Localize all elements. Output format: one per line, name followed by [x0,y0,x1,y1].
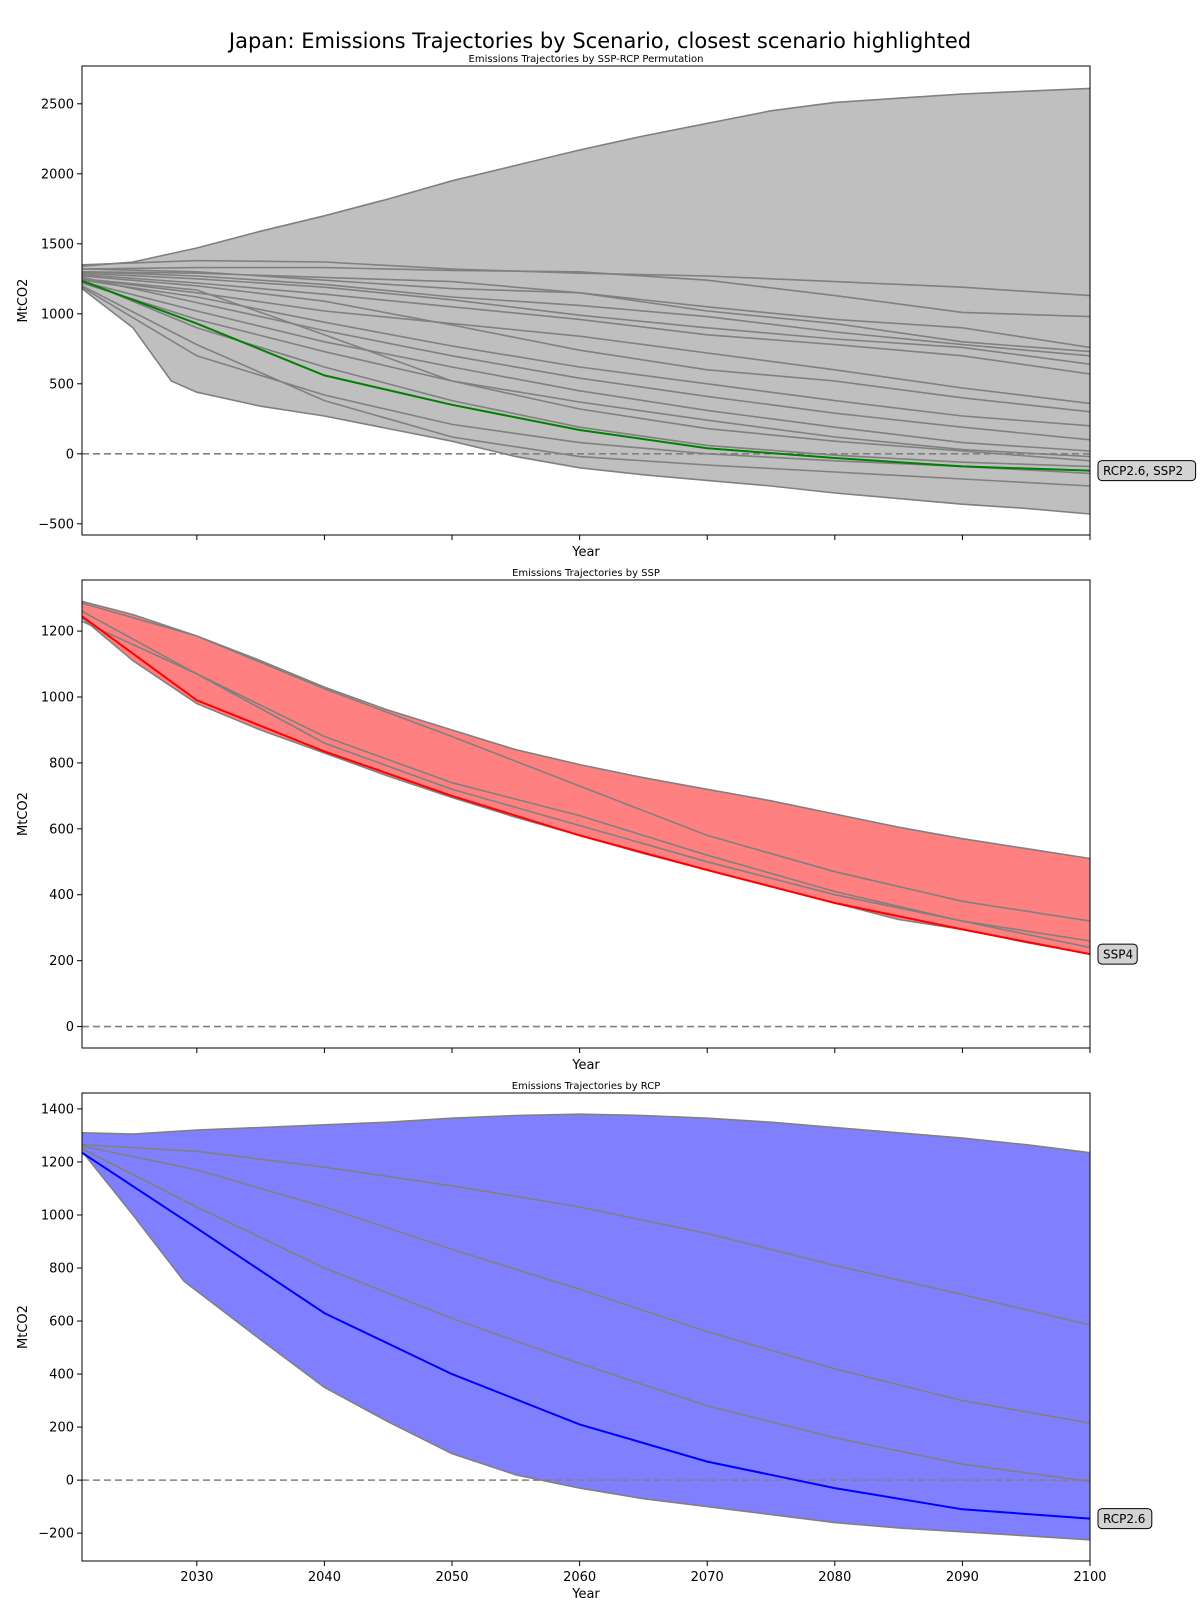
ssp-x-axis-label: Year [571,1058,600,1073]
ssp-rcp-panel-title: Emissions Trajectories by SSP-RCP Permut… [469,54,704,65]
rcp-y-tick-label-1: 0 [66,1474,74,1489]
ssp-rcp-series-line-10 [82,276,1090,441]
rcp-y-tick-label-4: 600 [49,1315,74,1330]
ssp-rcp-y-tick-label-4: 1500 [41,237,74,252]
panel-rcp: −200 0 200 400 600 800 1000 1200 1400 2030 2040 205… [16,1081,1153,1600]
rcp-callout-box [1097,1508,1153,1530]
rcp-y-tick-label-2: 200 [49,1421,74,1436]
rcp-plot-area [82,1113,1090,1541]
ssp-rcp-series-line-16 [82,285,1090,487]
ssp-rcp-highlight-line [82,279,1090,472]
rcp-envelope-fill [82,1114,1090,1540]
rcp-axes-frame [81,1092,1091,1562]
ssp-rcp-callout-box [1097,460,1197,482]
ssp-rcp-series-line-11 [82,280,1090,452]
rcp-highlight-line [82,1151,1090,1520]
rcp-y-tick-label-5: 800 [49,1262,74,1277]
ssp-y-tick-label-0: 0 [66,1020,74,1035]
ssp-series-line-1 [82,610,1090,942]
ssp-plot-area [82,600,1090,1028]
ssp-rcp-y-tick-label-2: 500 [49,377,74,392]
ssp-rcp-series-line-13 [82,282,1090,458]
rcp-x-tick-label-7: 2100 [1073,1570,1106,1585]
ssp-rcp-series-line-3 [82,268,1090,353]
rcp-series-line-1 [82,1145,1090,1424]
rcp-series-line-0 [82,1143,1090,1326]
ssp-rcp-plot-area [82,87,1090,515]
ssp-panel-title: Emissions Trajectories by SSP [512,568,660,579]
ssp-rcp-series-line-7 [82,278,1090,405]
rcp-callout-label: RCP2.6 [1103,1512,1145,1526]
rcp-x-axis-label: Year [571,1587,600,1600]
ssp-rcp-y-tick-label-3: 1000 [41,307,74,322]
rcp-y-tick-label-7: 1200 [41,1155,74,1170]
ssp-rcp-series-line-5 [82,272,1090,365]
ssp-rcp-y-tick-label-1: 0 [66,447,74,462]
ssp-series-line-0 [82,602,1090,922]
ssp-axes-frame [81,579,1091,1049]
ssp-rcp-y-tick-label-0: −500 [38,517,74,532]
ssp-rcp-y-tick-label-6: 2500 [41,97,74,112]
rcp-x-tick-label-5: 2080 [818,1570,851,1585]
rcp-y-tick-label-8: 1400 [41,1102,74,1117]
rcp-envelope-lower-line [82,1150,1090,1541]
rcp-x-tick-label-1: 2040 [308,1570,341,1585]
ssp-y-tick-label-2: 400 [49,888,74,903]
rcp-x-tick-label-2: 2050 [435,1570,468,1585]
panel-ssp: 0 200 400 600 800 1000 1200 Emissions Trajector… [16,568,1138,1073]
rcp-x-tick-label-0: 2030 [180,1570,213,1585]
ssp-rcp-envelope-lower-line [82,287,1090,515]
ssp-rcp-series-line-4 [82,271,1090,357]
ssp-rcp-y-tick-label-5: 2000 [41,167,74,182]
rcp-panel-title: Emissions Trajectories by RCP [512,1081,661,1092]
ssp-y-tick-label-4: 800 [49,756,74,771]
ssp-envelope-fill [82,601,1090,955]
ssp-highlight-line [82,615,1090,956]
ssp-rcp-series-line-1 [82,266,1090,318]
rcp-x-tick-label-3: 2060 [563,1570,596,1585]
ssp-rcp-series-line-12 [82,278,1090,462]
rcp-envelope-upper-line [82,1113,1090,1154]
figure-title: Japan: Emissions Trajectories by Scenari… [227,29,971,53]
ssp-rcp-y-axis-label: MtCO2 [16,279,31,323]
ssp-envelope-upper-line [82,600,1090,860]
ssp-y-tick-label-5: 1000 [41,691,74,706]
panel-ssp-rcp-permutation: −500 0 500 1000 1500 2000 2500 Emissions Trajec… [16,54,1197,560]
ssp-rcp-axes-frame [81,65,1091,536]
ssp-y-tick-label-3: 600 [49,822,74,837]
ssp-rcp-envelope-upper-line [82,87,1090,267]
rcp-y-tick-label-3: 400 [49,1368,74,1383]
ssp-y-tick-label-6: 1200 [41,625,74,640]
ssp-callout-box [1097,943,1138,965]
ssp-y-axis-label: MtCO2 [16,792,31,836]
ssp-y-tick-label-1: 200 [49,954,74,969]
ssp-rcp-series-line-6 [82,273,1090,375]
ssp-rcp-series-line-8 [82,275,1090,413]
rcp-x-tick-label-4: 2070 [691,1570,724,1585]
ssp-callout-label: SSP4 [1103,948,1133,962]
rcp-y-axis-label: MtCO2 [16,1305,31,1349]
ssp-rcp-series-line-0 [82,259,1090,297]
ssp-rcp-x-axis-label: Year [571,545,600,560]
ssp-series-line-2 [82,620,1090,949]
rcp-series-line-2 [82,1147,1090,1483]
ssp-rcp-envelope-fill [82,88,1090,515]
ssp-rcp-callout-label: RCP2.6, SSP2 [1103,464,1183,478]
rcp-y-tick-label-0: −200 [38,1527,74,1542]
rcp-y-tick-label-6: 1000 [41,1208,74,1223]
rcp-x-tick-label-6: 2090 [946,1570,979,1585]
